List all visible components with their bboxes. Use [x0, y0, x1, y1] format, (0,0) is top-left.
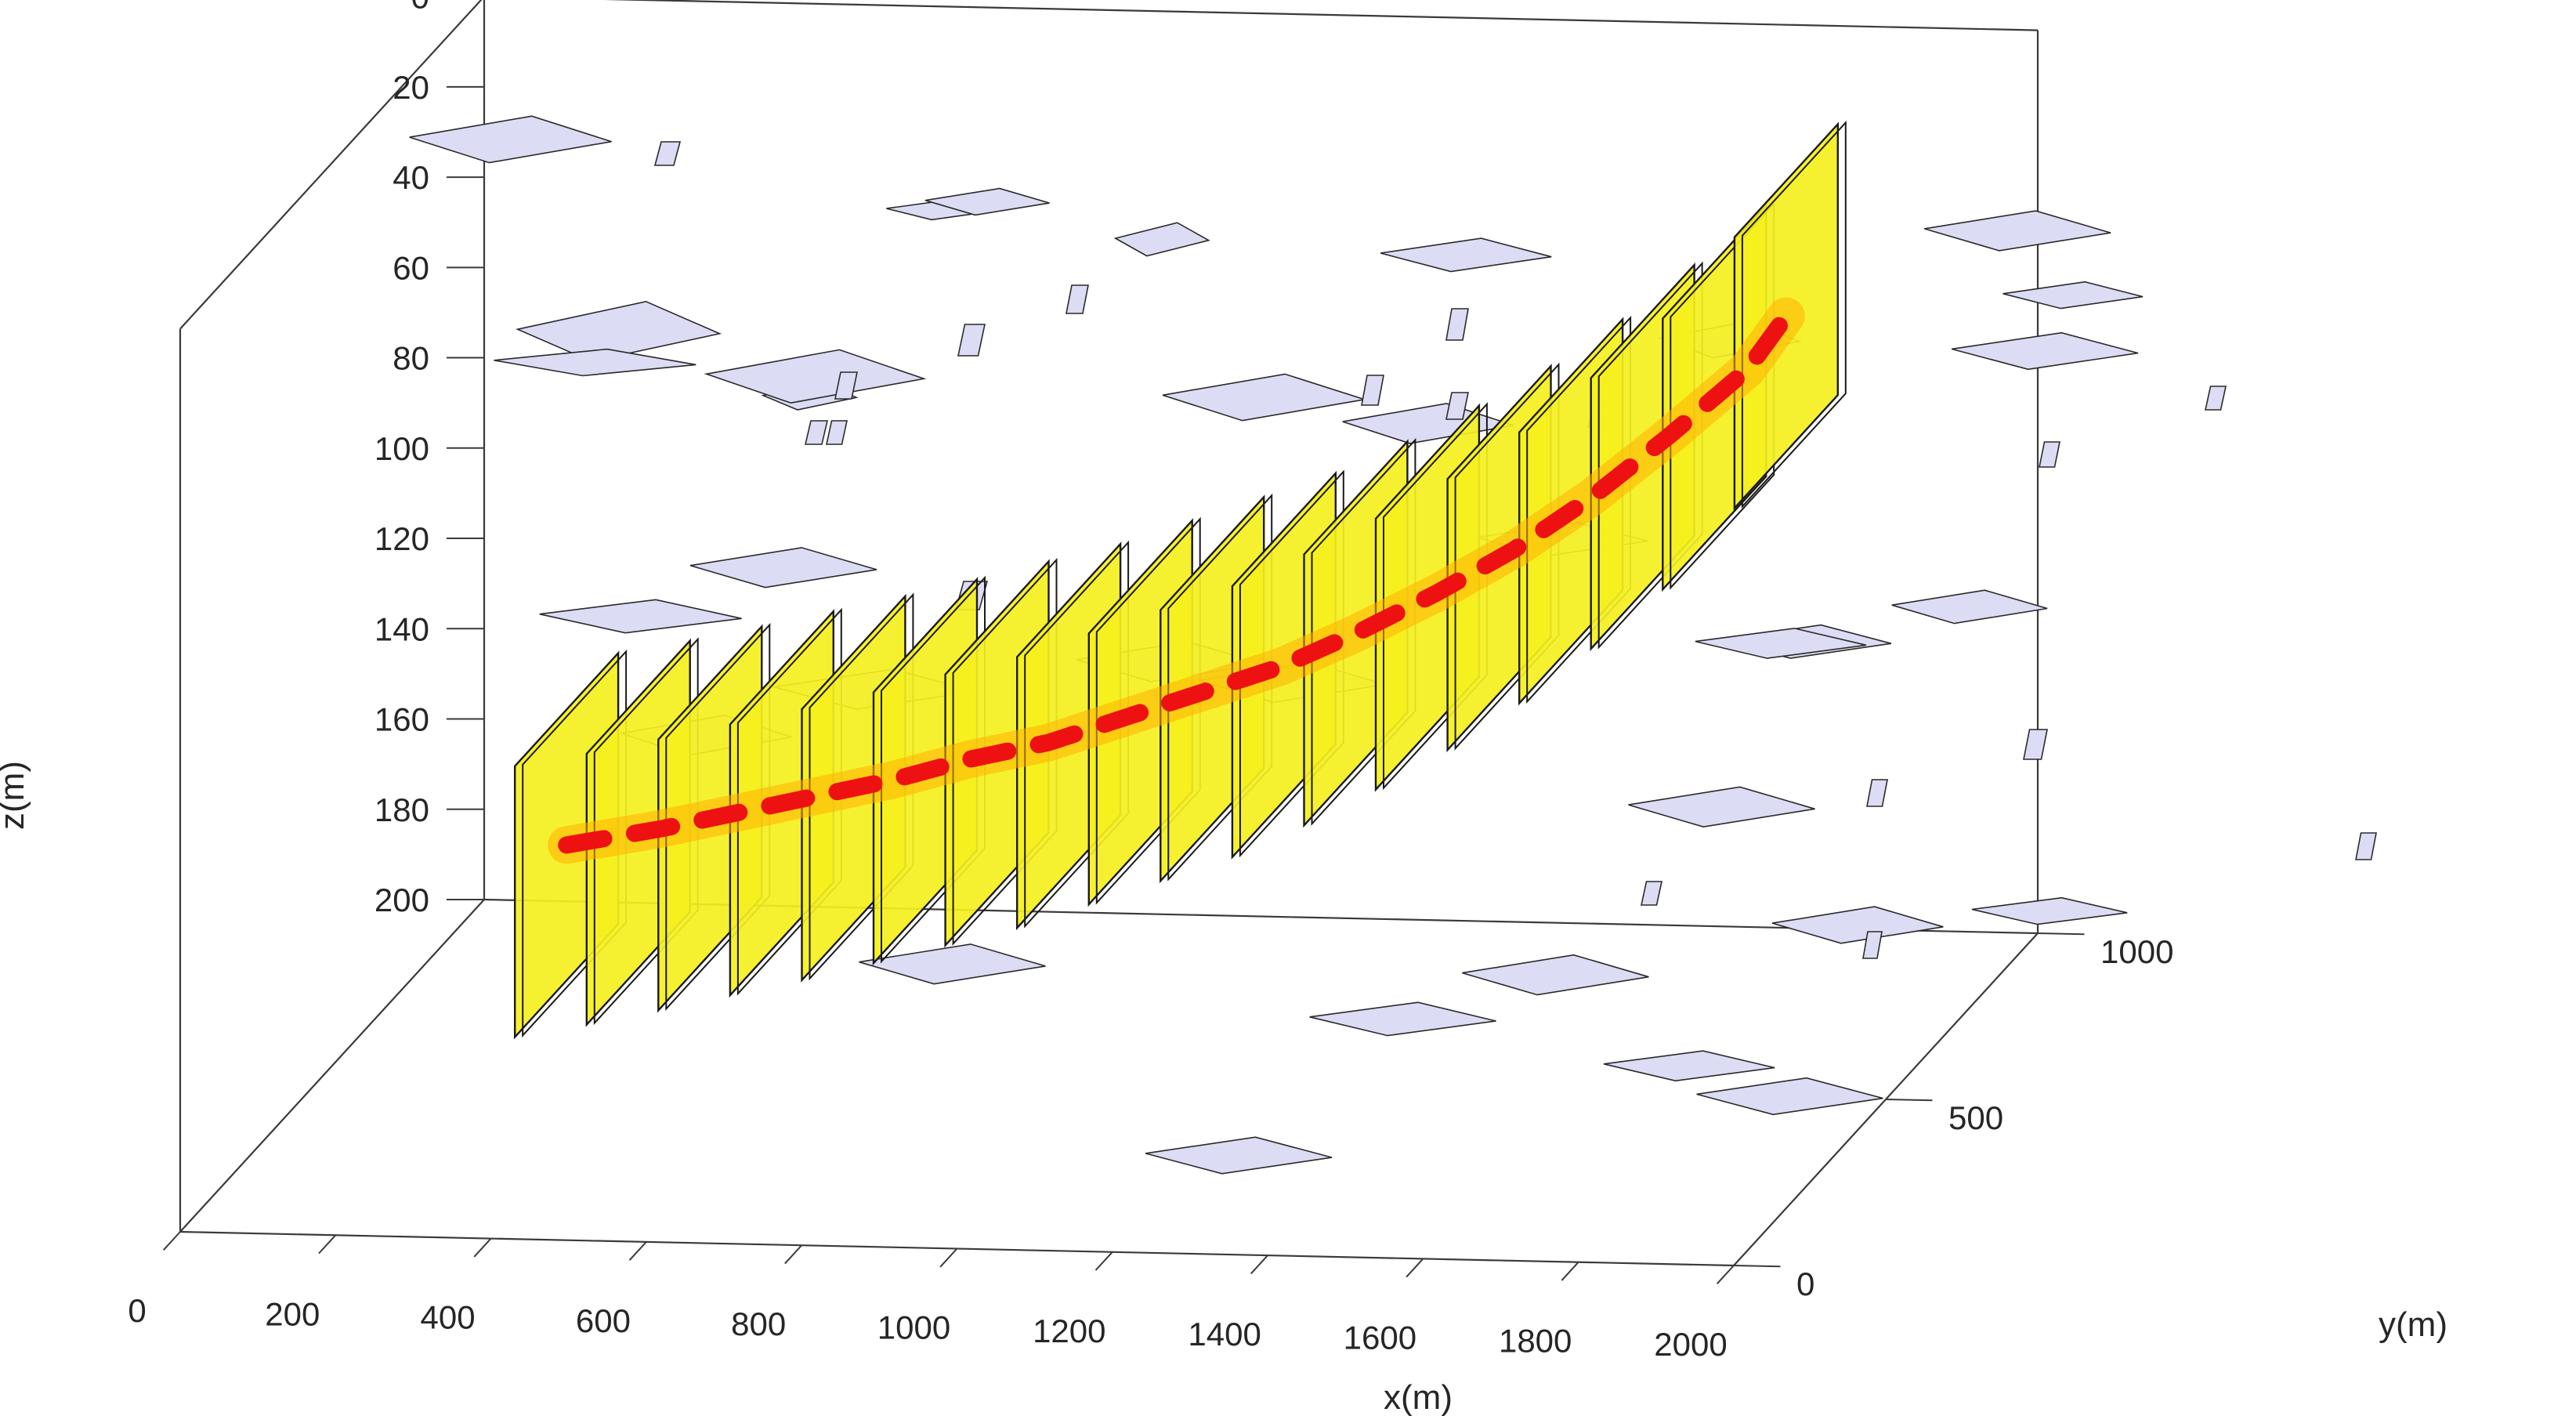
fracture	[1445, 308, 1469, 341]
z-tick-label: 120	[374, 520, 429, 557]
x-tick-mark	[628, 1241, 647, 1261]
x-tick-mark	[1094, 1251, 1113, 1271]
x-tick-mark	[162, 1231, 181, 1251]
fracture	[1695, 628, 1867, 659]
y-axis-label: y(m)	[2379, 1305, 2448, 1344]
y-tick-label: 0	[1796, 1265, 1814, 1302]
fracture	[2205, 386, 2227, 411]
z-tick-label: 0	[411, 0, 429, 16]
z-tick-label: 80	[393, 340, 429, 377]
x-tick-label: 1600	[1344, 1319, 1416, 1356]
z-axis-label: z(m)	[0, 761, 31, 830]
x-tick-mark	[473, 1237, 492, 1258]
fracture	[1923, 210, 2111, 252]
axis-ticks: 0 200 400 600 800 1000 1200 1400 1600 1800 2000050…	[128, 0, 2173, 1363]
fracture	[2355, 832, 2377, 860]
fracture	[1771, 906, 1944, 944]
z-tick-label: 160	[374, 701, 429, 738]
fracture	[1445, 392, 1469, 420]
z-tick-label: 20	[393, 69, 429, 106]
y-tick-mark	[1885, 1099, 1933, 1102]
z-tick-label: 200	[374, 882, 429, 918]
z-tick-label: 60	[393, 249, 429, 286]
fracture	[704, 349, 927, 404]
fracture	[494, 348, 696, 377]
fracture	[859, 943, 1046, 985]
fracture	[1162, 373, 1366, 422]
fracture	[2039, 441, 2060, 468]
y-tick-mark	[1733, 1265, 1781, 1268]
x-tick-label: 400	[421, 1299, 476, 1336]
fracture	[1696, 1077, 1883, 1116]
x-axis-label: x(m)	[1384, 1378, 1453, 1417]
fracture	[1309, 1001, 1496, 1037]
fracture	[804, 420, 829, 445]
x-tick-label: 2000	[1654, 1326, 1727, 1363]
fracture	[1145, 1136, 1333, 1175]
fracture	[1113, 222, 1210, 257]
y-tick-label: 500	[1948, 1099, 2003, 1136]
fracture	[689, 547, 877, 588]
x-tick-mark	[784, 1244, 802, 1265]
x-tick-label: 1400	[1188, 1316, 1261, 1352]
x-tick-mark	[939, 1247, 958, 1268]
z-tick-label: 180	[374, 791, 429, 828]
fracture	[2003, 281, 2144, 310]
y-tick-label: 1000	[2100, 933, 2173, 970]
fracture	[1603, 1050, 1775, 1082]
fracture	[957, 324, 986, 357]
x-tick-label: 1800	[1499, 1323, 1572, 1360]
fracture	[1628, 786, 1815, 828]
box-edge	[179, 899, 485, 1233]
fracture	[1862, 931, 1883, 959]
fracture	[1065, 284, 1089, 314]
x-tick-mark	[1406, 1258, 1424, 1278]
x-tick-mark	[1561, 1262, 1579, 1281]
fracture	[1462, 954, 1649, 996]
x-tick-label: 1200	[1033, 1313, 1105, 1349]
fracture	[2023, 729, 2048, 760]
fracture	[826, 420, 848, 445]
x-tick-label: 800	[731, 1305, 786, 1342]
fracture	[1866, 779, 1888, 807]
x-tick-label: 600	[576, 1302, 631, 1339]
fracture	[924, 187, 1050, 216]
box-edge	[179, 0, 483, 330]
x-tick-label: 0	[128, 1292, 146, 1329]
fracture	[1361, 375, 1384, 406]
wellbore-stimulation	[514, 120, 1847, 1040]
x-tick-mark	[318, 1234, 337, 1255]
fracture	[653, 141, 682, 166]
fracture	[1891, 589, 2048, 625]
x-tick-mark	[1716, 1265, 1735, 1284]
z-tick-label: 140	[374, 610, 429, 647]
fracture	[834, 371, 858, 400]
x-tick-label: 1000	[877, 1309, 950, 1346]
fracture	[1641, 881, 1662, 906]
fracture	[1971, 896, 2128, 925]
x-tick-label: 200	[265, 1295, 320, 1332]
fracture	[539, 599, 742, 634]
fracture	[516, 300, 722, 362]
box-edge	[603, 0, 2039, 31]
fracture	[1951, 331, 2139, 371]
stimulation-panel-edge	[1741, 120, 1847, 509]
fracture	[1380, 237, 1552, 273]
y-tick-mark	[2037, 932, 2085, 936]
wellbore-path	[558, 307, 1795, 854]
z-tick-label: 100	[374, 430, 429, 467]
z-tick-label: 40	[393, 159, 429, 196]
fracture	[409, 115, 612, 164]
x-tick-mark	[1250, 1255, 1268, 1275]
